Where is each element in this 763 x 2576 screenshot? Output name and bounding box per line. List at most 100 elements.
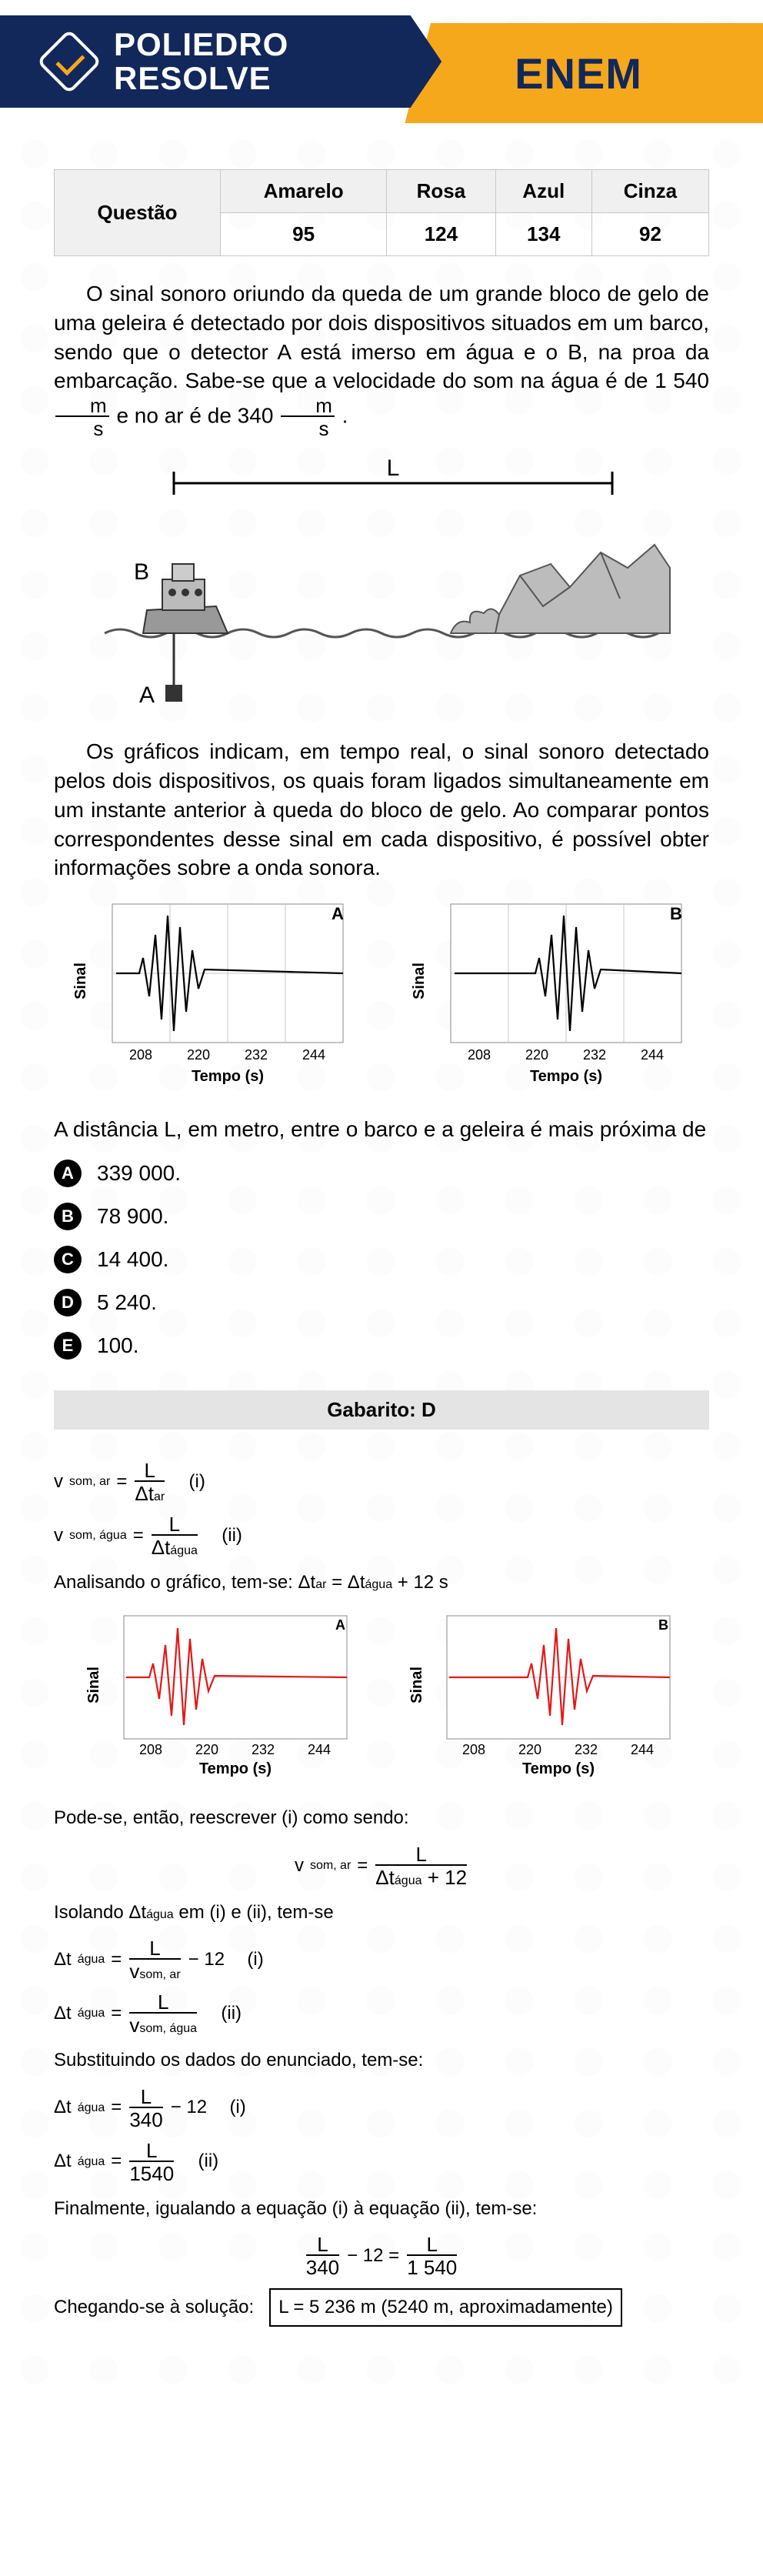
question-table: Questão Amarelo Rosa Azul Cinza 95 124 1… — [54, 169, 709, 256]
tick: 232 — [245, 1047, 268, 1063]
chart-b-label: B — [658, 1617, 668, 1633]
chart-pair-red: A Sinal 208 220 232 244 Tempo (s) B Sina… — [54, 1608, 709, 1785]
tick: 244 — [631, 1742, 654, 1757]
eq7: Δtágua = L 1540 (ii) — [54, 2141, 709, 2184]
bullet: C — [54, 1246, 82, 1273]
solution: vsom, ar = L Δtar (i) vsom, água = L Δtá… — [54, 1460, 709, 2327]
chart-a-label: A — [332, 904, 344, 923]
num: L — [135, 1460, 165, 1482]
v: v — [54, 1521, 63, 1550]
line-iso: Isolando Δtágua em (i) e (ii), tem-se — [54, 1898, 709, 1927]
alt-b: B 78 900. — [54, 1203, 709, 1230]
tag: (ii) — [222, 1521, 242, 1550]
frac-den: s — [281, 417, 335, 439]
dim-L: L — [387, 455, 400, 481]
frac: L 1 540 — [405, 2234, 458, 2277]
bullet: E — [54, 1332, 82, 1360]
ylabel: Sinal — [408, 1667, 425, 1703]
problem-diagram: L B A — [89, 452, 674, 722]
val-cinza: 92 — [591, 213, 708, 256]
ylabel: Sinal — [72, 963, 89, 999]
iceberg-icon — [451, 545, 670, 633]
frac: L Δtágua — [150, 1514, 199, 1557]
alt-text: 339 000. — [97, 1161, 181, 1186]
eq1: vsom, ar = L Δtar (i) — [54, 1460, 709, 1503]
label-A: A — [139, 682, 155, 708]
frac: L 1540 — [128, 2141, 175, 2184]
sub: som, ar — [69, 1472, 110, 1492]
tick: 220 — [195, 1742, 218, 1757]
label-B: B — [134, 559, 149, 585]
eq4: Δtágua = L vsom, ar − 12 (i) — [54, 1938, 709, 1981]
frac-ms-2: m s — [279, 395, 336, 439]
sub: som, água — [69, 1526, 127, 1546]
boat-icon: B A — [134, 559, 228, 708]
eq6: Δtágua = L 340 − 12 (i) — [54, 2087, 709, 2130]
chart-b-red: B Sinal 208 220 232 244 Tempo (s) — [405, 1608, 681, 1785]
alt-text: 100. — [97, 1333, 139, 1358]
den: Δtágua — [152, 1536, 198, 1557]
header-brand-strip: POLIEDRO RESOLVE — [0, 15, 446, 108]
line-sub: Substituindo os dados do enunciado, tem-… — [54, 2046, 709, 2075]
row-label: Questão — [55, 170, 221, 256]
tick: 220 — [187, 1047, 210, 1063]
frac: L 340 — [128, 2087, 164, 2130]
alt-text: 78 900. — [97, 1204, 168, 1229]
check-logo-icon — [37, 29, 102, 95]
line-analise: Analisando o gráfico, tem-se: Δtar = Δtá… — [54, 1568, 709, 1597]
p1-b: e no ar é de 340 — [116, 404, 279, 428]
val-rosa: 124 — [387, 213, 495, 256]
frac-num: m — [55, 395, 109, 417]
val-amarelo: 95 — [221, 213, 387, 256]
frac: L 340 — [305, 2234, 341, 2277]
col-cinza: Cinza — [591, 170, 708, 213]
chart-a: A Sinal 208 220 232 244 Tempo (s) — [66, 896, 358, 1096]
chart-a-red: A Sinal 208 220 232 244 Tempo (s) — [82, 1608, 358, 1785]
tick: 244 — [308, 1742, 331, 1757]
header: ENEM POLIEDRO RESOLVE — [0, 0, 763, 154]
table-header-row: Questão Amarelo Rosa Azul Cinza — [55, 170, 709, 213]
line-cheg: Chegando-se à solução: L = 5 236 m (5240… — [54, 2288, 709, 2327]
brand-line1: POLIEDRO — [114, 26, 288, 62]
alt-a: A 339 000. — [54, 1160, 709, 1187]
tick: 208 — [468, 1047, 491, 1063]
solution-box: L = 5 236 m (5240 m, aproximadamente) — [269, 2288, 622, 2327]
xlabel: Tempo (s) — [530, 1068, 602, 1085]
answer-bar: Gabarito: D — [54, 1390, 709, 1430]
eq5: Δtágua = L vsom, água (ii) — [54, 1992, 709, 2035]
tick: 244 — [641, 1047, 664, 1063]
chart-b-label: B — [670, 904, 682, 923]
eq3: vsom, ar = L Δtágua + 12 — [54, 1844, 709, 1887]
p1-c: . — [342, 404, 348, 428]
problem-p2: Os gráficos indicam, em tempo real, o si… — [54, 737, 709, 883]
eq: = — [133, 1521, 144, 1550]
eqfin: L 340 − 12 = L 1 540 — [54, 2234, 709, 2277]
frac: L Δtar — [133, 1460, 166, 1503]
eq2: v som, água = L Δtágua (ii) — [54, 1514, 709, 1557]
p1-a: O sinal sonoro oriundo da queda de um gr… — [54, 282, 709, 392]
ylabel: Sinal — [411, 963, 428, 999]
header-exam-strip: ENEM — [394, 23, 763, 123]
tick: 232 — [583, 1047, 606, 1063]
xlabel: Tempo (s) — [192, 1068, 264, 1085]
alt-d: D5 240. — [54, 1289, 709, 1316]
alt-c: C 14 400. — [54, 1246, 709, 1273]
brand-title: POLIEDRO RESOLVE — [114, 28, 288, 95]
den: Δtar — [135, 1482, 165, 1503]
frac-ms-1: m s — [54, 395, 111, 439]
val-azul: 134 — [495, 213, 591, 256]
ylabel: Sinal — [85, 1667, 102, 1703]
bullet: B — [54, 1203, 82, 1230]
frac-den: s — [55, 417, 109, 439]
frac: L vsom, ar — [128, 1938, 182, 1981]
chart-b: B Sinal 208 220 232 244 Tempo (s) — [405, 896, 697, 1096]
eq: = — [116, 1467, 127, 1497]
bullet: A — [54, 1160, 82, 1187]
alt-text: 5 240. — [97, 1290, 157, 1315]
frac-num: m — [281, 395, 335, 417]
brand-line2: RESOLVE — [114, 60, 272, 96]
chart-pair-black: A Sinal 208 220 232 244 Tempo (s) B Sina… — [54, 896, 709, 1096]
v: v — [54, 1467, 63, 1497]
alt-text: 14 400. — [97, 1247, 168, 1272]
exam-label: ENEM — [515, 48, 642, 98]
